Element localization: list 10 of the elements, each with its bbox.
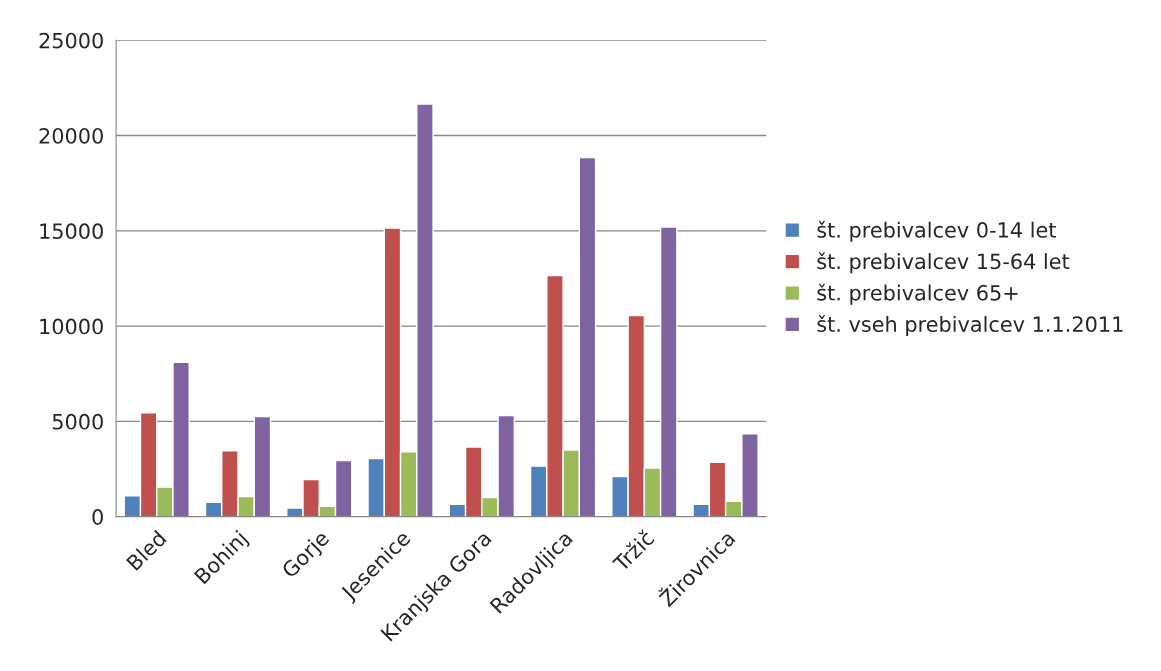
legend-label: št. prebivalcev 0-14 let bbox=[817, 220, 1056, 242]
y-tick-label: 0 bbox=[92, 509, 103, 525]
y-tick-label: 10000 bbox=[40, 318, 103, 335]
y-tick-label: 5000 bbox=[52, 413, 103, 430]
y-tick-label: 25000 bbox=[39, 32, 103, 49]
legend-label: št. prebivalcev 15-64 let bbox=[817, 252, 1070, 274]
y-tick-label: 20000 bbox=[39, 127, 103, 144]
legend-label: št. vseh prebivalcev 1.1.2011 bbox=[817, 315, 1123, 337]
legend-label: št. prebivalcev 65+ bbox=[817, 283, 1018, 305]
y-tick-label: 15000 bbox=[40, 223, 103, 240]
